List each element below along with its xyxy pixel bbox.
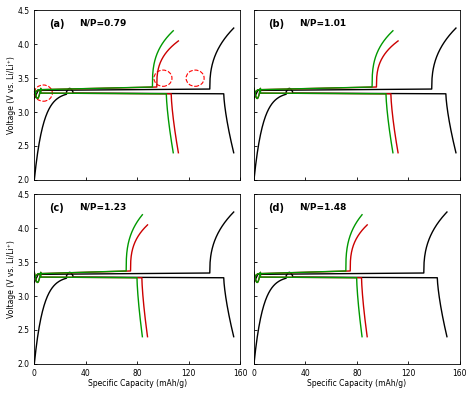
Text: (d): (d) bbox=[268, 203, 284, 213]
X-axis label: Specific Capacity (mAh/g): Specific Capacity (mAh/g) bbox=[88, 379, 187, 388]
Text: (c): (c) bbox=[49, 203, 64, 213]
Text: N/P=1.01: N/P=1.01 bbox=[299, 19, 346, 28]
Y-axis label: Voltage (V vs. Li/Li⁺): Voltage (V vs. Li/Li⁺) bbox=[7, 56, 16, 134]
Text: N/P=1.48: N/P=1.48 bbox=[299, 203, 346, 212]
Text: N/P=0.79: N/P=0.79 bbox=[80, 19, 127, 28]
Text: (a): (a) bbox=[49, 19, 64, 29]
X-axis label: Specific Capacity (mAh/g): Specific Capacity (mAh/g) bbox=[307, 379, 407, 388]
Y-axis label: Voltage (V vs. Li/Li⁺): Voltage (V vs. Li/Li⁺) bbox=[7, 240, 16, 318]
Text: (b): (b) bbox=[268, 19, 284, 29]
Text: N/P=1.23: N/P=1.23 bbox=[80, 203, 127, 212]
